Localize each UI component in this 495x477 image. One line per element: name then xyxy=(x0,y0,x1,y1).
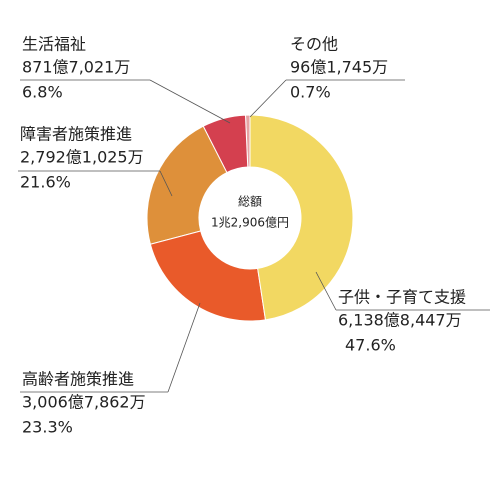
leader-line xyxy=(167,302,201,393)
category-label: その他 xyxy=(290,35,338,54)
amount-label: 96億1,745万 xyxy=(290,58,388,77)
amount-label: 3,006億7,862万 xyxy=(22,393,146,412)
percent-label: 6.8% xyxy=(22,83,63,102)
category-label: 子供・子育て支援 xyxy=(338,288,466,307)
amount-label: 6,138億8,447万 xyxy=(338,311,462,330)
donut-slice xyxy=(202,114,249,174)
amount-label: 2,792億1,025万 xyxy=(20,148,144,167)
percent-label: 23.3% xyxy=(22,418,73,437)
percent-label: 0.7% xyxy=(290,83,331,102)
category-label: 生活福祉 xyxy=(22,35,86,54)
leader-line xyxy=(249,79,287,118)
percent-label: 21.6% xyxy=(20,173,71,192)
donut-slice xyxy=(249,114,354,321)
donut-slice xyxy=(149,230,267,322)
donut-slice xyxy=(146,125,228,245)
center-total: 1兆2,906億円 xyxy=(211,216,289,230)
amount-label: 871億7,021万 xyxy=(22,58,130,77)
percent-label: 47.6% xyxy=(345,336,396,355)
center-title: 総額 xyxy=(238,195,262,209)
leader-line xyxy=(315,271,337,311)
leader-line xyxy=(149,79,231,124)
leader-line xyxy=(159,170,173,197)
category-label: 障害者施策推進 xyxy=(20,125,132,144)
category-label: 高齢者施策推進 xyxy=(22,370,134,389)
